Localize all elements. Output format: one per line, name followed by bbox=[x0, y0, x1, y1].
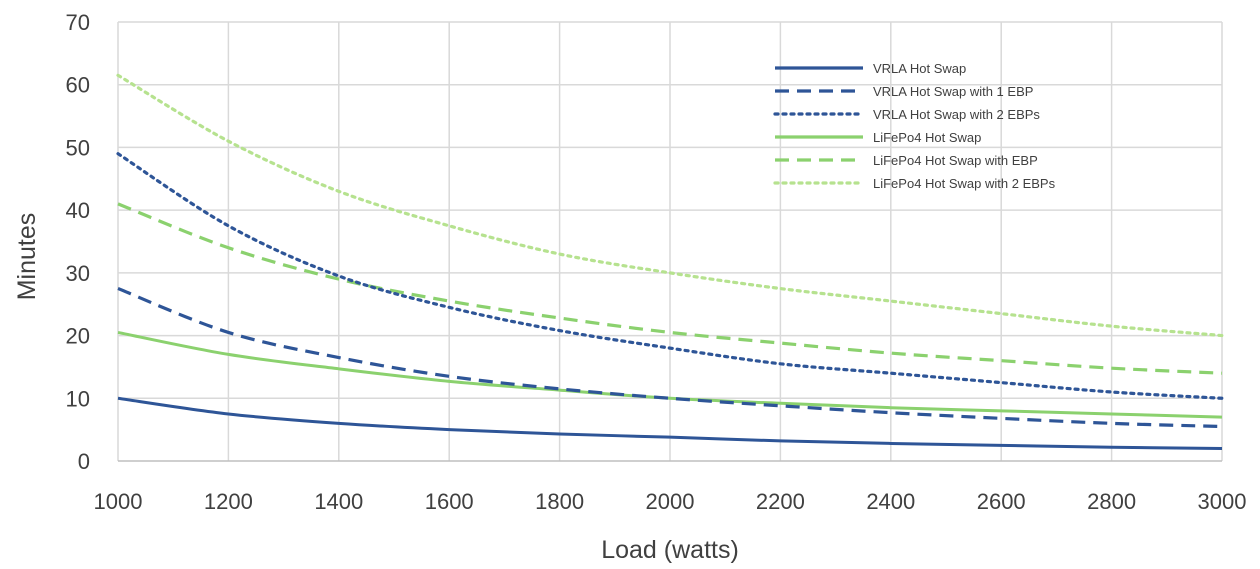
y-tick-label: 60 bbox=[66, 73, 90, 98]
x-tick-label: 1800 bbox=[535, 489, 584, 514]
y-tick-label: 50 bbox=[66, 135, 90, 160]
axes: 0 10 20 30 40 50 60 70 1000 1200 1400 1600 1800 2000 2… bbox=[66, 10, 1247, 514]
x-tick-label: 3000 bbox=[1198, 489, 1247, 514]
x-tick-label: 1600 bbox=[425, 489, 474, 514]
legend-label: VRLA Hot Swap bbox=[873, 61, 966, 76]
series-line-2 bbox=[117, 287, 1223, 429]
x-tick-label: 1200 bbox=[204, 489, 253, 514]
legend: VRLA Hot Swap VRLA Hot Swap with 1 EBP VRL… bbox=[773, 61, 1056, 191]
x-tick-label: 1000 bbox=[94, 489, 143, 514]
legend-label: LiFePo4 Hot Swap bbox=[873, 130, 981, 145]
legend-label: VRLA Hot Swap with 1 EBP bbox=[873, 84, 1033, 99]
x-tick-label: 2200 bbox=[756, 489, 805, 514]
y-tick-label: 0 bbox=[78, 449, 90, 474]
series-line-3 bbox=[116, 152, 1224, 400]
x-tick-label: 2400 bbox=[866, 489, 915, 514]
y-tick-label: 40 bbox=[66, 198, 90, 223]
y-axis-title: Minutes bbox=[13, 213, 41, 301]
x-axis-title: Load (watts) bbox=[601, 536, 739, 564]
series-lines bbox=[116, 73, 1224, 450]
x-tick-label: 1400 bbox=[314, 489, 363, 514]
series-line-6 bbox=[116, 73, 1224, 338]
x-tick-label: 2600 bbox=[977, 489, 1026, 514]
y-tick-label: 10 bbox=[66, 386, 90, 411]
series-line-4 bbox=[117, 330, 1223, 419]
legend-label: LiFePo4 Hot Swap with EBP bbox=[873, 153, 1038, 168]
x-tick-label: 2800 bbox=[1087, 489, 1136, 514]
y-tick-label: 20 bbox=[66, 324, 90, 349]
series-line-5 bbox=[117, 202, 1223, 375]
series-line-1 bbox=[117, 396, 1223, 450]
x-tick-label: 2000 bbox=[646, 489, 695, 514]
y-tick-label: 30 bbox=[66, 261, 90, 286]
grid bbox=[117, 21, 1223, 461]
legend-label: LiFePo4 Hot Swap with 2 EBPs bbox=[873, 176, 1056, 191]
legend-label: VRLA Hot Swap with 2 EBPs bbox=[873, 107, 1040, 122]
y-tick-label: 70 bbox=[66, 10, 90, 35]
